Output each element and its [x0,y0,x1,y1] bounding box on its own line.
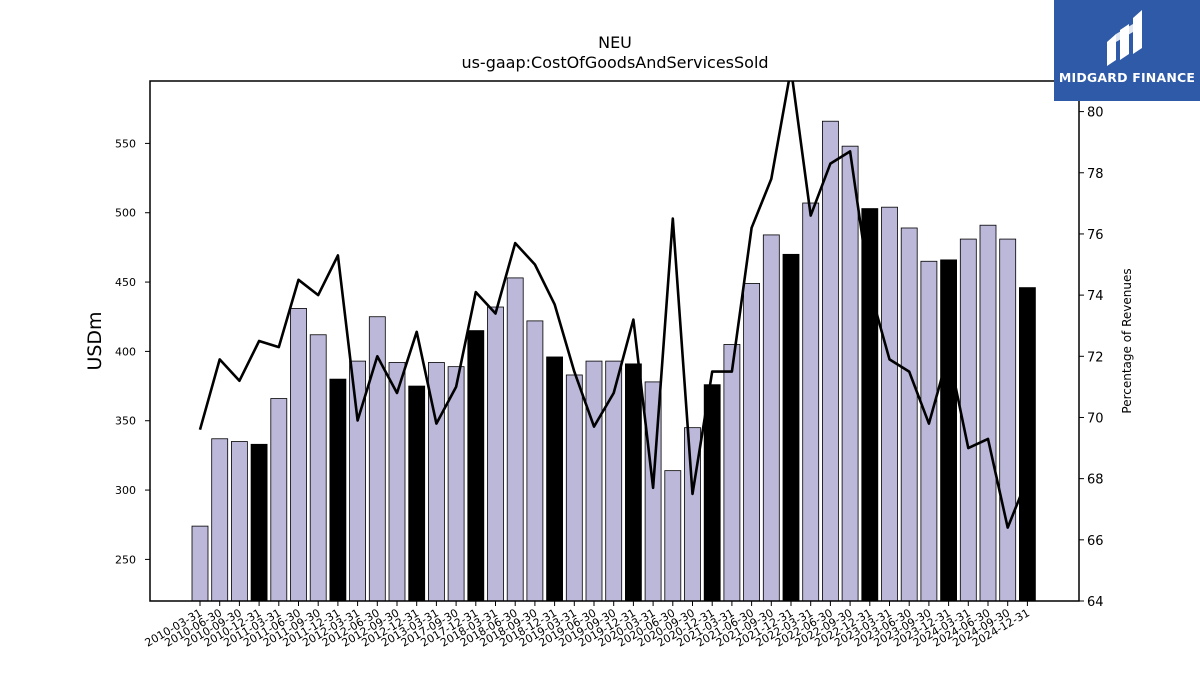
y-tick-label: 550 [115,137,136,150]
y-tick-label: 250 [115,553,136,566]
bar-2024-09-30 [999,238,1017,602]
bar-2021-12-31 [782,253,800,602]
y-tick-label: 500 [115,207,136,220]
y2-axis: 64 66 68 70 72 74 76 78 80 [1079,106,1104,610]
bar-2023-03-31 [881,206,898,602]
y2-tick-label: 74 [1087,289,1104,304]
x-axis: 2010-03-312010-06-302010-09-302010-12-31… [143,601,1032,650]
bar-2022-12-31 [861,208,879,602]
y2-tick-label: 68 [1087,473,1104,488]
bar-2020-06-30 [664,470,682,602]
bar-2024-12-31 [1019,287,1036,602]
chart-title: NEU [598,33,632,52]
bar-2019-09-30 [605,360,623,602]
y2-tick-label: 66 [1087,534,1104,549]
y2-tick-label: 70 [1087,411,1104,426]
bars-group [191,120,1036,602]
bar-2023-09-30 [920,260,938,602]
bar-2018-06-30 [506,277,524,602]
bar-2010-12-31 [250,443,268,602]
y2-tick-label: 76 [1087,228,1104,243]
y2-tick-label: 72 [1087,350,1104,365]
bar-2018-03-31 [487,306,504,602]
percentage-line [198,81,1029,529]
bar-2012-12-31 [408,385,426,602]
bar-2010-09-30 [230,441,248,602]
bar-2021-03-31 [723,344,741,602]
plot-frame [149,80,1080,602]
y-tick-label: 400 [115,345,136,358]
bar-2011-06-30 [290,308,307,602]
bar-2011-03-31 [270,398,288,602]
bar-2023-06-30 [900,227,918,602]
bar-2023-12-31 [940,259,957,602]
bar-2011-09-30 [309,334,327,602]
brand-logo: MIDGARD FINANCE [1054,0,1200,101]
y-tick-label: 450 [115,276,136,289]
bar-2010-06-30 [211,438,229,602]
logo-text: MIDGARD FINANCE [1058,70,1196,85]
y2-tick-label: 78 [1087,167,1104,182]
bar-2012-09-30 [388,362,406,602]
bar-2018-09-30 [526,320,544,602]
y-tick-label: 300 [115,484,136,497]
bar-2022-03-31 [802,202,820,602]
logo-mark-icon [1107,10,1142,66]
chart-subtitle: us-gaap:CostOfGoodsAndServicesSold [461,53,768,72]
bar-2010-03-31 [191,525,209,602]
bar-2019-12-31 [625,363,642,602]
y-tick-label: 350 [115,415,136,428]
bar-2018-12-31 [546,356,563,602]
y-axis: 250 300 350 400 450 500 550 [115,137,150,566]
bar-2019-03-31 [565,374,583,602]
bar-2017-12-31 [467,330,485,602]
bar-2022-06-30 [822,120,839,602]
bar-2020-12-31 [703,384,721,602]
bar-2022-09-30 [841,145,859,602]
y-axis-label: USDm [84,311,106,370]
bar-2019-06-30 [585,360,603,602]
bar-2021-09-30 [762,234,780,602]
y2-tick-label: 64 [1087,595,1104,610]
bar-2017-09-30 [447,366,465,602]
y2-axis-label: Percentage of Revenues [1120,268,1134,413]
bar-2021-06-30 [743,283,760,602]
line-group [198,81,1029,529]
y2-tick-label: 80 [1087,106,1104,121]
bar-2012-03-31 [349,360,367,602]
bar-2011-12-31 [329,378,347,602]
bar-2024-06-30 [979,224,997,602]
